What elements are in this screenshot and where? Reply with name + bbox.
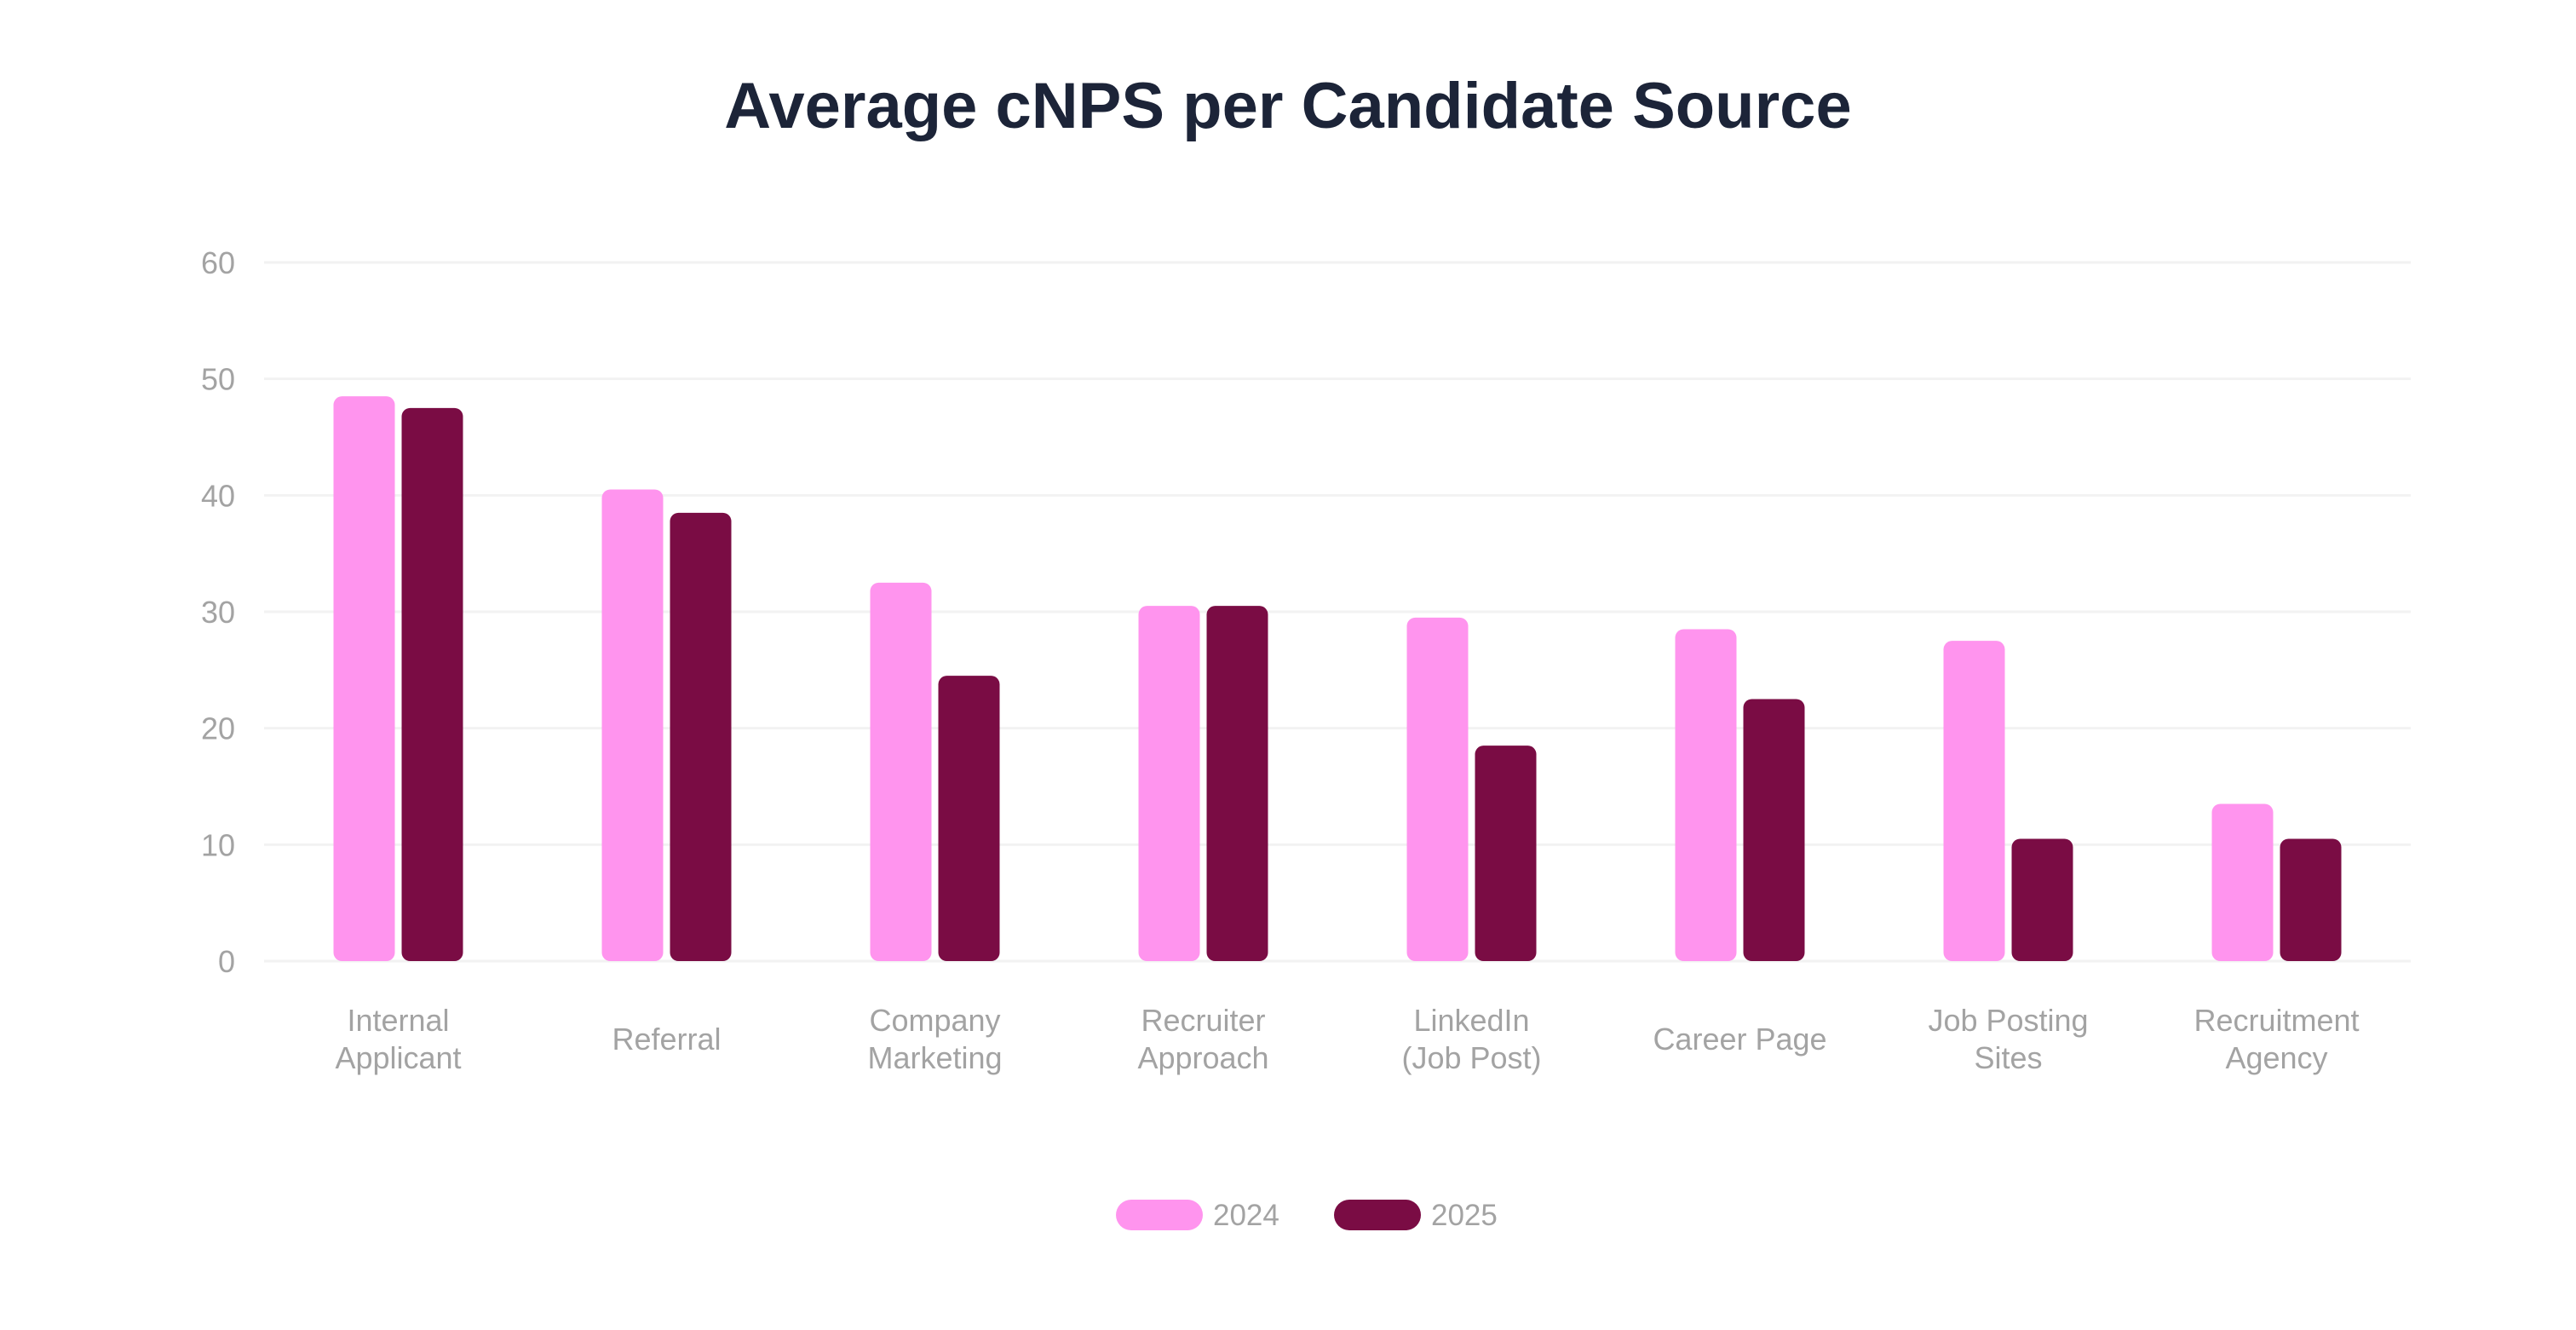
bar-2024-6 — [1943, 641, 2005, 961]
category-label: Job Posting — [1928, 1003, 2088, 1038]
category-label: Recruiter — [1141, 1003, 1265, 1038]
bar-2025-4 — [1475, 746, 1537, 961]
category-label: Career Page — [1653, 1022, 1826, 1057]
y-tick-label: 30 — [201, 595, 235, 630]
legend-label-2025: 2025 — [1431, 1199, 1498, 1232]
bar-2024-5 — [1675, 629, 1737, 961]
bar-2025-3 — [1206, 606, 1268, 961]
legend: 2024 2025 — [1116, 1199, 1498, 1232]
legend-swatch-2025 — [1334, 1200, 1421, 1230]
category-label: Applicant — [335, 1040, 461, 1075]
category-label: Internal — [347, 1003, 449, 1038]
bar-2025-7 — [2280, 838, 2342, 961]
category-label: Sites — [1974, 1040, 2042, 1075]
chart-title: Average cNPS per Candidate Source — [724, 70, 1851, 142]
bar-2024-3 — [1138, 606, 1200, 961]
y-tick-label: 20 — [201, 711, 235, 746]
category-label: Marketing — [867, 1040, 1002, 1075]
bar-2024-1 — [601, 489, 664, 961]
bar-2024-0 — [333, 396, 395, 962]
bar-2025-5 — [1743, 699, 1805, 961]
category-label: Approach — [1137, 1040, 1268, 1075]
category-label: Company — [869, 1003, 1000, 1038]
category-label: (Job Post) — [1401, 1040, 1541, 1075]
legend-label-2024: 2024 — [1213, 1199, 1279, 1232]
grid-lines — [264, 261, 2411, 963]
y-axis-ticks: 0 10 20 30 40 50 60 — [201, 245, 235, 979]
category-label: LinkedIn — [1413, 1003, 1529, 1038]
y-tick-label: 0 — [218, 944, 235, 979]
bar-2025-0 — [401, 407, 463, 961]
y-tick-label: 60 — [201, 245, 235, 280]
legend-swatch-2024 — [1116, 1200, 1203, 1230]
bar-2025-2 — [938, 676, 1000, 961]
y-tick-label: 50 — [201, 362, 235, 397]
bars — [333, 396, 2342, 962]
category-label: Recruitment — [2194, 1003, 2359, 1038]
category-label: Referral — [612, 1022, 721, 1057]
category-label: Agency — [2225, 1040, 2327, 1075]
bar-2024-4 — [1406, 617, 1469, 961]
bar-2025-1 — [670, 512, 732, 961]
y-tick-label: 40 — [201, 478, 235, 513]
y-tick-label: 10 — [201, 827, 235, 862]
bar-2024-2 — [870, 582, 932, 961]
bar-2024-7 — [2211, 803, 2274, 961]
bar-2025-6 — [2011, 838, 2073, 961]
